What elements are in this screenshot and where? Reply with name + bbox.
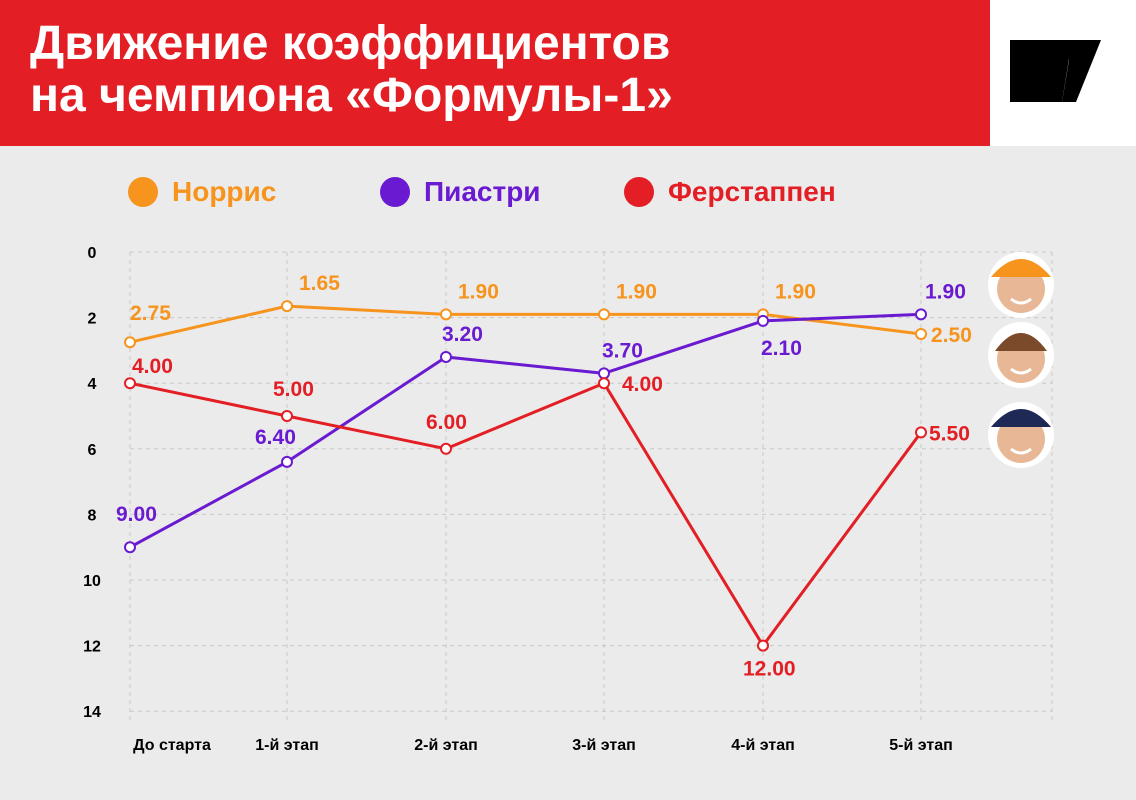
brand-logo-icon — [1010, 40, 1101, 102]
data-point — [440, 350, 452, 363]
data-label: 5.00 — [273, 378, 314, 401]
legend-item-norris: Норрис — [128, 172, 276, 212]
logo-box — [990, 0, 1136, 146]
y-tick-label: 12 — [83, 639, 101, 656]
avatar-smile — [1010, 367, 1032, 375]
y-tick-label: 14 — [83, 704, 101, 721]
x-tick-label: До старта — [133, 737, 211, 754]
data-point — [124, 377, 136, 390]
data-label: 9.00 — [116, 503, 157, 526]
avatar-smile — [1010, 297, 1032, 305]
legend-label-norris: Норрис — [172, 176, 277, 207]
data-point — [281, 300, 293, 313]
data-label: 1.90 — [616, 280, 657, 303]
data-point — [915, 308, 927, 321]
data-label: 6.00 — [426, 411, 467, 434]
data-point — [757, 314, 769, 327]
y-tick-label: 4 — [88, 376, 97, 393]
data-label: 5.50 — [929, 422, 970, 445]
data-point — [440, 308, 452, 321]
avatar-hair — [995, 333, 1047, 351]
data-label: 3.20 — [442, 323, 483, 346]
data-point — [124, 541, 136, 554]
x-tick-label: 3-й этап — [572, 737, 636, 754]
x-tick-label: 1-й этап — [255, 737, 319, 754]
legend-label-piastri: Пиастри — [424, 176, 541, 207]
data-label: 1.90 — [925, 280, 966, 303]
legend-item-verstappen: Ферстаппен — [624, 172, 836, 212]
y-tick-label: 8 — [88, 507, 97, 524]
data-label: 4.00 — [622, 373, 663, 396]
data-point — [915, 328, 927, 340]
data-label: 1.65 — [299, 272, 340, 295]
header-banner: Движение коэффициентов на чемпиона «Форм… — [0, 0, 990, 146]
title-line-1: Движение коэффициентов — [30, 17, 671, 70]
data-label: 2.75 — [130, 302, 171, 325]
x-tick-label: 5-й этап — [889, 737, 953, 754]
x-tick-label: 2-й этап — [414, 737, 478, 754]
data-label: 4.00 — [132, 355, 173, 378]
data-point — [124, 336, 136, 349]
y-tick-label: 10 — [83, 573, 101, 590]
data-point — [757, 639, 769, 652]
y-tick-label: 6 — [88, 442, 97, 459]
legend-dot-verstappen — [624, 177, 654, 207]
data-point — [440, 442, 452, 455]
legend-item-piastri: Пиастри — [380, 172, 541, 212]
page-title: Движение коэффициентов на чемпиона «Форм… — [30, 18, 980, 122]
title-line-2: на чемпиона «Формулы-1» — [30, 69, 673, 122]
series-line-3 — [129, 381, 923, 648]
data-label: 3.70 — [602, 339, 643, 362]
avatar-smile — [1010, 447, 1032, 455]
series-line-1 — [129, 304, 922, 344]
legend-dot-piastri — [380, 177, 410, 207]
x-tick-label: 4-й этап — [731, 737, 795, 754]
data-label: 2.50 — [931, 324, 972, 347]
y-tick-label: 0 — [88, 245, 97, 262]
data-label: 1.90 — [775, 280, 816, 303]
data-label: 6.40 — [255, 426, 296, 449]
y-tick-label: 2 — [88, 311, 97, 328]
avatar-cap — [991, 259, 1051, 277]
legend-label-verstappen: Ферстаппен — [668, 176, 836, 207]
data-point — [598, 377, 610, 390]
data-point — [281, 410, 293, 422]
data-label: 1.90 — [458, 280, 499, 303]
data-point — [281, 455, 293, 468]
legend-dot-norris — [128, 177, 158, 207]
data-point — [915, 426, 927, 439]
data-point — [598, 367, 610, 380]
series-line-2 — [129, 312, 922, 549]
data-label: 2.10 — [761, 337, 802, 360]
data-label: 12.00 — [743, 658, 796, 681]
avatar-cap — [991, 409, 1051, 427]
data-point — [598, 308, 610, 321]
